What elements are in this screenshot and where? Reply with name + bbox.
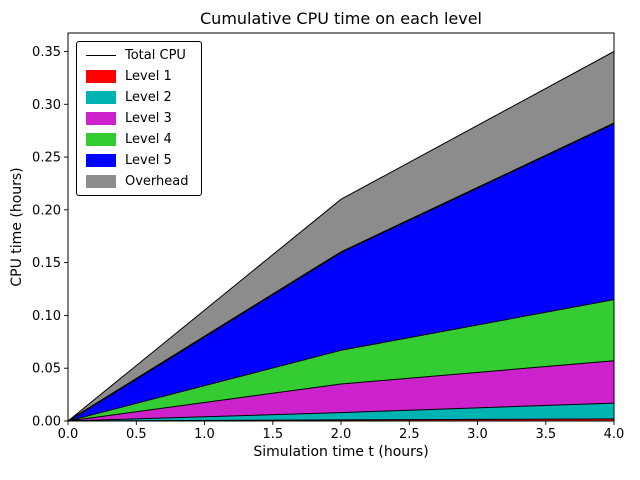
x-tick-label: 3.0 bbox=[467, 427, 488, 442]
area-level-4 bbox=[68, 299, 614, 421]
legend-label-level-3: Level 3 bbox=[125, 111, 172, 126]
legend: Total CPU Level 1 Level 2 Level 3 Level 4 Lev… bbox=[76, 41, 202, 196]
legend-color-patch-level-5 bbox=[86, 154, 116, 167]
legend-color-patch-level-3 bbox=[86, 112, 116, 125]
y-tick-label: 0.05 bbox=[32, 362, 61, 377]
legend-color-patch-level-1 bbox=[86, 70, 116, 83]
legend-item-level-2: Level 2 bbox=[86, 91, 189, 104]
x-tick-label: 2.0 bbox=[331, 427, 352, 442]
legend-color-patch-overhead bbox=[86, 175, 116, 188]
x-tick-label: 3.5 bbox=[535, 427, 556, 442]
legend-item-level-3: Level 3 bbox=[86, 112, 189, 125]
y-tick-label: 0.10 bbox=[32, 309, 61, 324]
x-tick-label: 2.5 bbox=[399, 427, 420, 442]
x-axis-label: Simulation time t (hours) bbox=[253, 444, 429, 460]
legend-item-level-1: Level 1 bbox=[86, 70, 189, 83]
y-tick-label: 0.30 bbox=[32, 98, 61, 113]
total-cpu-line bbox=[67, 122, 615, 422]
legend-label-level-4: Level 4 bbox=[125, 132, 172, 147]
x-tick-label: 0.0 bbox=[58, 427, 79, 442]
legend-item-total-cpu: Total CPU bbox=[86, 49, 189, 62]
legend-label-total-cpu: Total CPU bbox=[125, 48, 186, 63]
x-tick-label: 0.5 bbox=[126, 427, 147, 442]
x-tick-label: 1.5 bbox=[262, 427, 283, 442]
legend-color-patch-level-2 bbox=[86, 91, 116, 104]
area-level-5 bbox=[68, 123, 614, 422]
area-level-2 bbox=[68, 403, 614, 421]
y-tick-label: 0.15 bbox=[32, 256, 61, 271]
x-tick-label: 4.0 bbox=[604, 427, 625, 442]
overhead-top-line bbox=[67, 51, 615, 422]
y-tick-label: 0.20 bbox=[32, 203, 61, 218]
legend-line-sample-total-cpu bbox=[86, 49, 116, 62]
boundary-line-level-4 bbox=[67, 299, 615, 422]
area-level-3 bbox=[68, 360, 614, 421]
legend-item-level-4: Level 4 bbox=[86, 133, 189, 146]
x-tick-label: 1.0 bbox=[194, 427, 215, 442]
legend-color-patch-level-4 bbox=[86, 133, 116, 146]
legend-label-level-2: Level 2 bbox=[125, 90, 172, 105]
legend-item-level-5: Level 5 bbox=[86, 154, 189, 167]
y-axis-label: CPU time (hours) bbox=[9, 167, 25, 287]
chart-title: Cumulative CPU time on each level bbox=[200, 9, 482, 28]
boundary-line-level-2 bbox=[67, 402, 615, 422]
legend-label-overhead: Overhead bbox=[125, 174, 189, 189]
legend-label-level-1: Level 1 bbox=[125, 69, 172, 84]
y-tick-label: 0.25 bbox=[32, 151, 61, 166]
area-overhead bbox=[68, 51, 614, 421]
y-tick-label: 0.35 bbox=[32, 45, 61, 60]
boundary-line-level-3 bbox=[67, 360, 615, 422]
y-tick-label: 0.00 bbox=[32, 415, 61, 430]
legend-item-overhead: Overhead bbox=[86, 175, 189, 188]
legend-label-level-5: Level 5 bbox=[125, 153, 172, 168]
